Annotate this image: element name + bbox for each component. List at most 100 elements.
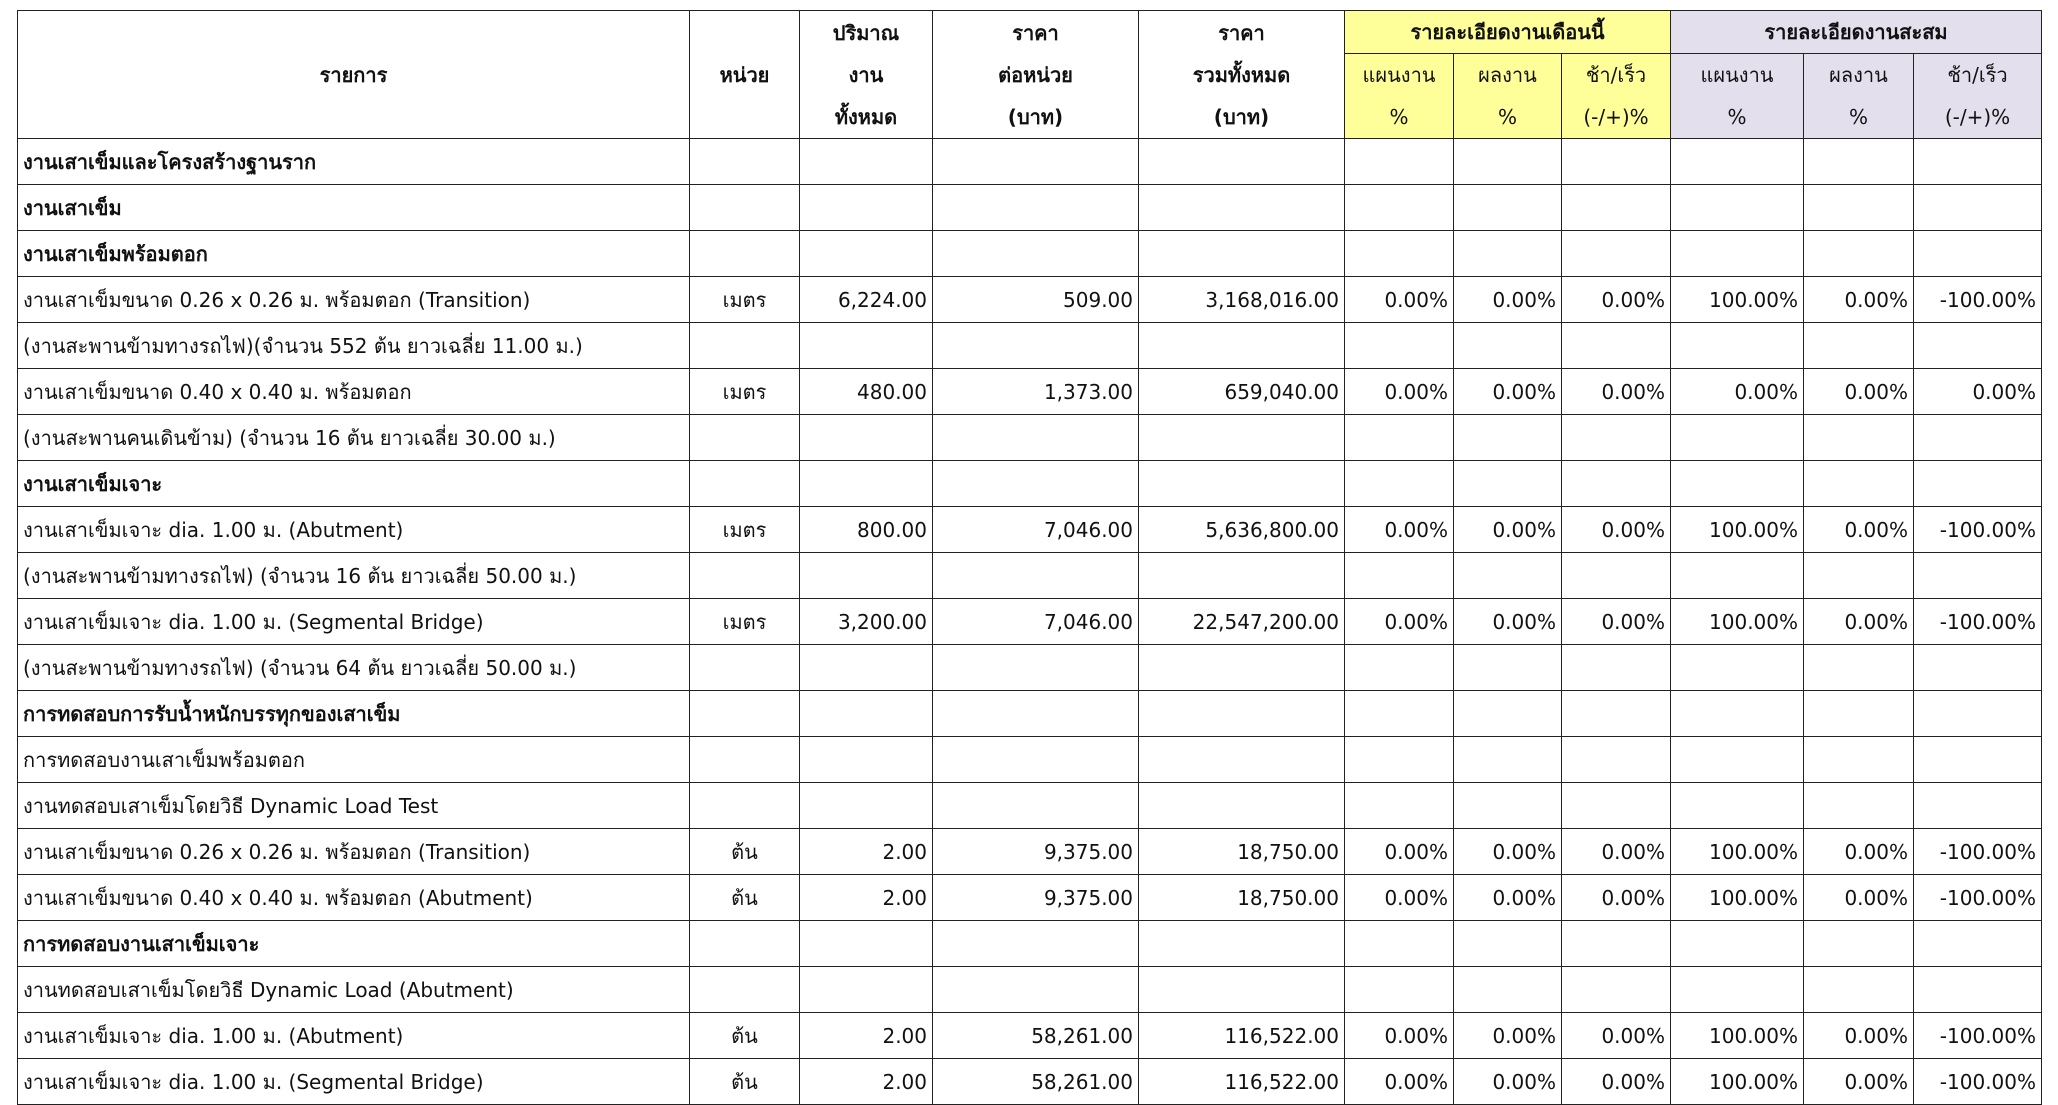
empty-cell (1913, 782, 2042, 829)
value-cell: 0.00% (1453, 368, 1562, 415)
unit-cell: ต้น (689, 1012, 800, 1059)
header-line: (บาท) (1007, 104, 1064, 129)
unit-cell: เมตร (689, 368, 800, 415)
value-cell: 0.00% (1803, 598, 1914, 645)
empty-cell (1138, 736, 1345, 783)
table-row: (งานสะพานข้ามทางรถไฟ) (จำนวน 64 ต้น ยาวเ… (17, 644, 2042, 691)
empty-cell (1670, 690, 1804, 737)
header-line: ราคา (1012, 20, 1059, 45)
item-cell: งานเสาเข็มเจาะ dia. 1.00 ม. (Segmental B… (17, 1058, 690, 1105)
value-cell: 0.00% (1344, 368, 1454, 415)
value-cell: 0.00% (1344, 1058, 1454, 1105)
value-cell: 100.00% (1670, 828, 1804, 875)
value-cell: 100.00% (1670, 276, 1804, 323)
empty-cell (1138, 966, 1345, 1013)
empty-cell (799, 966, 933, 1013)
item-cell: งานเสาเข็มขนาด 0.40 x 0.40 ม. พร้อมตอก (… (17, 874, 690, 921)
empty-cell (1138, 322, 1345, 369)
empty-cell (1138, 782, 1345, 829)
table-row: (งานสะพานข้ามทางรถไฟ)(จำนวน 552 ต้น ยาวเ… (17, 322, 2042, 369)
value-cell: -100.00% (1913, 598, 2042, 645)
empty-cell (1561, 920, 1671, 967)
value-cell: 0.00% (1561, 598, 1671, 645)
header-line: งาน (848, 62, 884, 87)
value-cell: 100.00% (1670, 598, 1804, 645)
empty-cell (1344, 644, 1454, 691)
value-cell: 0.00% (1344, 598, 1454, 645)
empty-cell (1913, 322, 2042, 369)
value-cell: 509.00 (932, 276, 1139, 323)
empty-cell (1453, 782, 1562, 829)
empty-cell (1803, 414, 1914, 461)
empty-cell (1803, 644, 1914, 691)
empty-cell (1561, 138, 1671, 185)
empty-cell (689, 230, 800, 277)
empty-cell (1670, 230, 1804, 277)
value-cell: 0.00% (1344, 1012, 1454, 1059)
value-cell: 5,636,800.00 (1138, 506, 1345, 553)
empty-cell (932, 322, 1139, 369)
empty-cell (1803, 322, 1914, 369)
value-cell: 2.00 (799, 874, 933, 921)
empty-cell (1670, 736, 1804, 783)
empty-cell (1453, 690, 1562, 737)
empty-cell (1803, 184, 1914, 231)
item-cell: งานเสาเข็มเจาะ (17, 460, 690, 507)
value-cell: 100.00% (1670, 874, 1804, 921)
empty-cell (1670, 322, 1804, 369)
empty-cell (1913, 644, 2042, 691)
header-line: แผนงาน (1362, 63, 1436, 87)
sub-header: ช้า/เร็ว (-/+)% (1913, 53, 2042, 139)
empty-cell (1561, 230, 1671, 277)
value-cell: 7,046.00 (932, 506, 1139, 553)
empty-cell (1344, 460, 1454, 507)
header-line: % (1497, 105, 1517, 129)
empty-cell (932, 230, 1139, 277)
empty-cell (1344, 414, 1454, 461)
value-cell: 0.00% (1803, 368, 1914, 415)
sub-header: ผลงาน% (1453, 53, 1562, 139)
empty-cell (1138, 414, 1345, 461)
sub-header: ช้า/เร็ว (-/+)% (1561, 53, 1671, 139)
empty-cell (1670, 138, 1804, 185)
empty-cell (1561, 782, 1671, 829)
empty-cell (1803, 552, 1914, 599)
empty-cell (1138, 690, 1345, 737)
header-line: ราคา (1218, 20, 1265, 45)
sub-header: แผนงาน% (1670, 53, 1804, 139)
value-cell: 0.00% (1561, 874, 1671, 921)
value-cell: 0.00% (1803, 828, 1914, 875)
empty-cell (1913, 920, 2042, 967)
empty-cell (1670, 644, 1804, 691)
empty-cell (689, 184, 800, 231)
value-cell: 1,373.00 (932, 368, 1139, 415)
item-header: รายการ (17, 10, 690, 139)
unit-cell: ต้น (689, 1058, 800, 1105)
value-cell: 0.00% (1913, 368, 2042, 415)
table-row: การทดสอบการรับน้ำหนักบรรทุกของเสาเข็ม (17, 690, 2042, 737)
empty-cell (1913, 690, 2042, 737)
unit-cell: ต้น (689, 874, 800, 921)
item-cell: งานเสาเข็มเจาะ dia. 1.00 ม. (Segmental B… (17, 598, 690, 645)
empty-cell (1561, 690, 1671, 737)
value-cell: 480.00 (799, 368, 933, 415)
empty-cell (1561, 552, 1671, 599)
empty-cell (1803, 782, 1914, 829)
empty-cell (1344, 736, 1454, 783)
value-cell: 6,224.00 (799, 276, 933, 323)
empty-cell (1453, 644, 1562, 691)
table-row: งานเสาเข็มเจาะ (17, 460, 2042, 507)
empty-cell (932, 920, 1139, 967)
empty-cell (689, 414, 800, 461)
value-cell: 0.00% (1453, 1012, 1562, 1059)
table-row: งานเสาเข็มเจาะ dia. 1.00 ม. (Segmental B… (17, 598, 2042, 645)
unit-cell: ต้น (689, 828, 800, 875)
empty-cell (1453, 966, 1562, 1013)
empty-cell (1453, 552, 1562, 599)
empty-cell (689, 644, 800, 691)
item-cell: การทดสอบงานเสาเข็มเจาะ (17, 920, 690, 967)
item-cell: (งานสะพานคนเดินข้าม) (จำนวน 16 ต้น ยาวเฉ… (17, 414, 690, 461)
empty-cell (1913, 460, 2042, 507)
header-line: แผนงาน (1700, 63, 1774, 87)
empty-cell (799, 322, 933, 369)
